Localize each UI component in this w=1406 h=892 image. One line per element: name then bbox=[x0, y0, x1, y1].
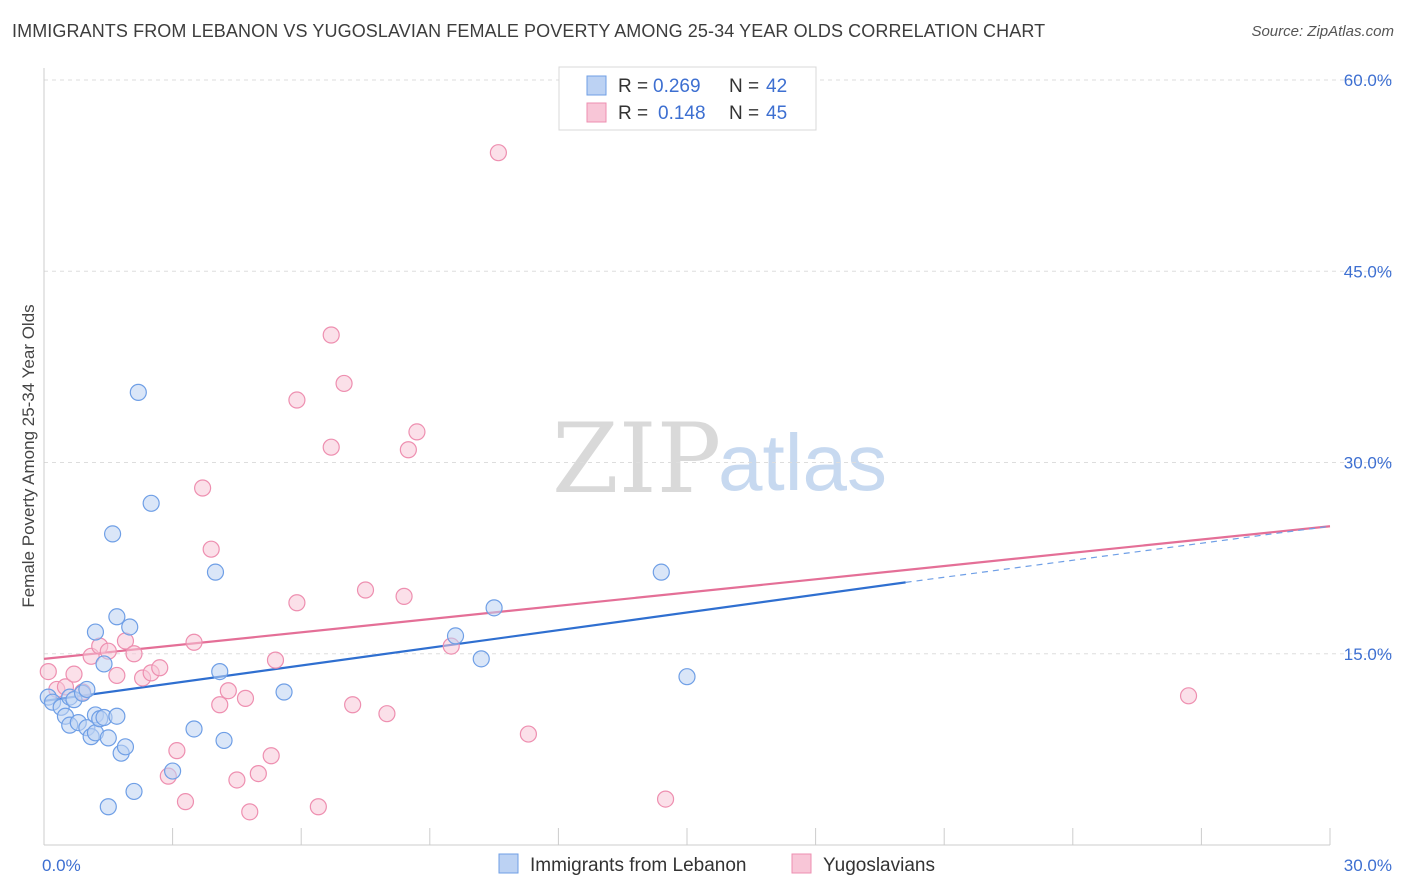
point-lebanon bbox=[215, 731, 233, 750]
y-tick-label: 60.0% bbox=[1344, 71, 1392, 90]
gridlines bbox=[44, 79, 1392, 655]
point-yugoslavians bbox=[65, 665, 83, 683]
point-yugoslavians bbox=[335, 374, 353, 393]
chart-title: IMMIGRANTS FROM LEBANON VS YUGOSLAVIAN F… bbox=[12, 21, 1046, 41]
bottom-legend: Immigrants from Lebanon Yugoslavians bbox=[498, 853, 935, 876]
point-lebanon bbox=[652, 563, 670, 581]
point-yugoslavians bbox=[322, 438, 340, 456]
point-lebanon bbox=[116, 738, 135, 756]
bottom-legend-label-yugoslavians: Yugoslavians bbox=[823, 855, 935, 876]
point-yugoslavians bbox=[378, 705, 396, 723]
point-yugoslavians bbox=[322, 326, 340, 344]
point-lebanon bbox=[206, 563, 225, 581]
trend-line-yugoslavians bbox=[43, 525, 1331, 660]
legend: R = 0.269 N = 42 R = 0.148 N = 45 bbox=[558, 66, 817, 131]
y-tick-label: 45.0% bbox=[1344, 262, 1392, 281]
point-yugoslavians bbox=[309, 798, 327, 816]
bottom-legend-swatch-yugoslavians bbox=[791, 853, 812, 874]
legend-r-label-yugoslavians: R = bbox=[618, 103, 648, 124]
point-lebanon bbox=[129, 383, 147, 401]
point-yugoslavians bbox=[519, 725, 537, 743]
point-yugoslavians bbox=[108, 666, 126, 685]
point-yugoslavians bbox=[168, 742, 186, 760]
bottom-legend-swatch-lebanon bbox=[498, 853, 519, 874]
point-yugoslavians bbox=[408, 423, 426, 441]
axes bbox=[43, 68, 1331, 846]
legend-swatch-yugoslavians bbox=[586, 102, 607, 123]
point-lebanon bbox=[95, 655, 113, 673]
x-tick-labels: 0.0% 30.0% bbox=[42, 856, 1392, 875]
y-tick-label: 15.0% bbox=[1344, 645, 1392, 664]
point-yugoslavians bbox=[489, 144, 507, 162]
watermark: ZIP atlas bbox=[552, 403, 887, 515]
point-yugoslavians bbox=[176, 793, 195, 811]
legend-r-value-yugoslavians: 0.148 bbox=[658, 103, 706, 124]
point-lebanon bbox=[678, 668, 696, 686]
y-tick-label: 30.0% bbox=[1344, 454, 1392, 473]
point-yugoslavians bbox=[656, 790, 675, 808]
point-yugoslavians bbox=[288, 391, 306, 409]
legend-n-value-yugoslavians: 45 bbox=[766, 103, 787, 124]
point-yugoslavians bbox=[194, 479, 212, 497]
data-points bbox=[39, 144, 1198, 821]
x-tick-label: 30.0% bbox=[1344, 856, 1392, 875]
point-lebanon bbox=[86, 623, 105, 641]
point-lebanon bbox=[211, 662, 229, 681]
point-lebanon bbox=[185, 720, 203, 738]
point-yugoslavians bbox=[185, 633, 203, 651]
point-lebanon bbox=[446, 627, 465, 645]
point-yugoslavians bbox=[125, 645, 143, 663]
legend-n-label-lebanon: N = bbox=[729, 76, 759, 97]
legend-n-label-yugoslavians: N = bbox=[729, 103, 759, 124]
point-yugoslavians bbox=[219, 682, 237, 700]
point-yugoslavians bbox=[241, 803, 259, 821]
point-lebanon bbox=[99, 729, 117, 747]
legend-swatch-lebanon bbox=[586, 75, 607, 96]
point-yugoslavians bbox=[228, 771, 246, 789]
bottom-legend-label-lebanon: Immigrants from Lebanon bbox=[530, 855, 747, 876]
point-lebanon bbox=[472, 650, 490, 668]
point-lebanon bbox=[99, 798, 117, 816]
legend-n-value-lebanon: 42 bbox=[766, 76, 787, 97]
legend-r-label-lebanon: R = bbox=[618, 76, 648, 97]
point-yugoslavians bbox=[288, 594, 306, 612]
y-tick-labels: 15.0% 30.0% 45.0% 60.0% bbox=[1344, 71, 1392, 664]
point-yugoslavians bbox=[262, 747, 280, 765]
point-yugoslavians bbox=[356, 581, 375, 599]
point-yugoslavians bbox=[266, 651, 285, 669]
point-lebanon bbox=[108, 608, 126, 626]
point-yugoslavians bbox=[39, 662, 57, 681]
point-yugoslavians bbox=[1179, 687, 1198, 705]
legend-r-value-lebanon: 0.269 bbox=[653, 76, 701, 97]
point-yugoslavians bbox=[344, 696, 362, 714]
point-lebanon bbox=[108, 707, 126, 725]
source-label: Source: ZipAtlas.com bbox=[1251, 23, 1394, 40]
point-lebanon bbox=[142, 494, 160, 512]
point-yugoslavians bbox=[211, 696, 229, 714]
point-lebanon bbox=[125, 782, 143, 801]
point-lebanon bbox=[275, 683, 293, 701]
point-lebanon bbox=[164, 762, 182, 780]
x-tick-label: 0.0% bbox=[42, 856, 81, 875]
trend-line-lebanon-extension bbox=[905, 525, 1331, 583]
watermark-zip: ZIP bbox=[552, 403, 721, 515]
point-lebanon bbox=[103, 525, 122, 543]
point-yugoslavians bbox=[151, 659, 169, 677]
point-lebanon bbox=[485, 599, 503, 617]
point-yugoslavians bbox=[399, 441, 417, 459]
point-yugoslavians bbox=[236, 689, 255, 707]
point-yugoslavians bbox=[249, 764, 267, 783]
point-yugoslavians bbox=[395, 587, 413, 605]
trend-lines bbox=[43, 525, 1331, 703]
point-lebanon bbox=[121, 618, 139, 636]
trend-line-lebanon bbox=[43, 581, 906, 703]
point-yugoslavians bbox=[202, 540, 220, 558]
y-axis-label: Female Poverty Among 25-34 Year Olds bbox=[19, 304, 38, 607]
watermark-atlas: atlas bbox=[718, 418, 887, 507]
point-lebanon bbox=[78, 680, 96, 699]
